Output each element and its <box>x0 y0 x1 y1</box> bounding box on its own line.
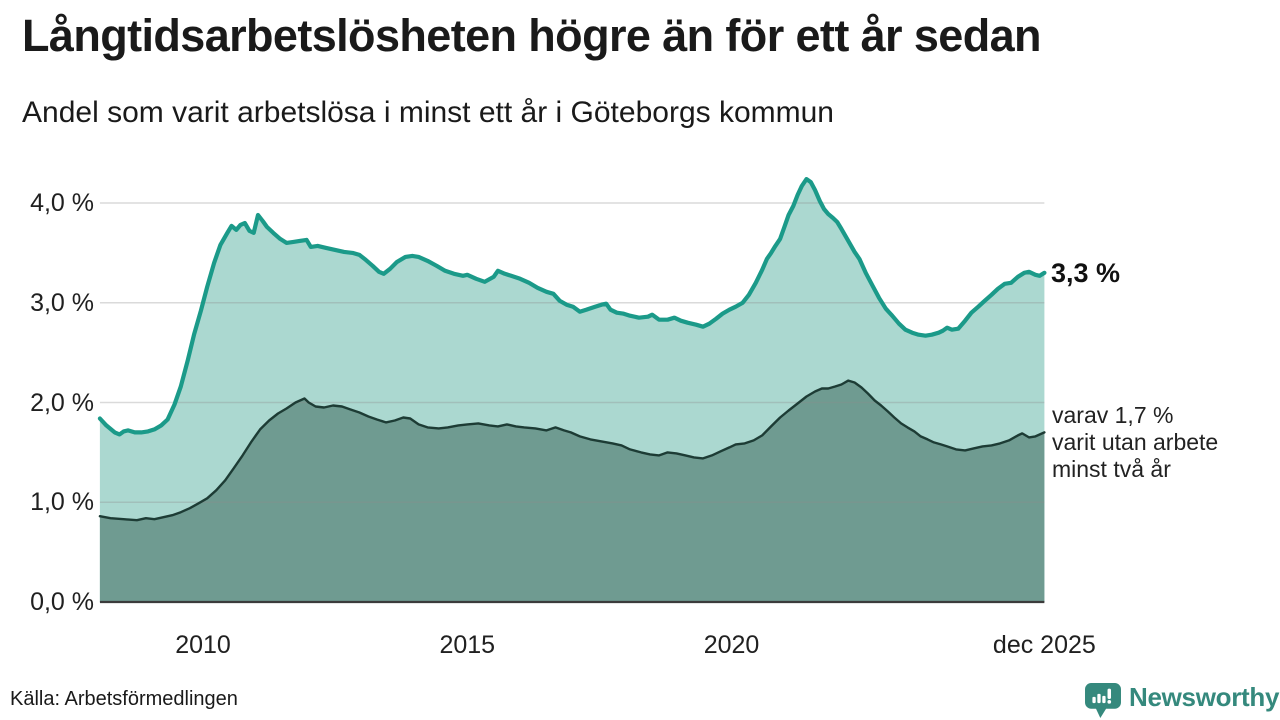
x-tick-dec2025: dec 2025 <box>992 631 1096 659</box>
logo-exclamation-bar <box>1107 688 1112 699</box>
source-credit: Källa: Arbetsförmedlingen <box>10 688 238 710</box>
latest-value-label: 3,3 % <box>1051 258 1121 288</box>
series-min2yr-fill <box>99 380 1045 602</box>
gridlines <box>99 202 1045 503</box>
x-tick-2010: 2010 <box>175 631 231 659</box>
y-tick-3: 3,0 % <box>30 288 94 317</box>
note-line-3: minst två år <box>1052 456 1171 482</box>
secondary-series-note: varav 1,7 % varit utan arbete minst två … <box>1052 402 1218 483</box>
page-subtitle: Andel som varit arbetslösa i minst ett å… <box>22 96 834 129</box>
logo-bar-2 <box>1097 693 1101 704</box>
series-min1yr-line <box>97 177 1047 437</box>
newsworthy-logo-icon <box>1085 683 1121 718</box>
y-tick-4: 4,0 % <box>30 189 94 217</box>
logo-bar-1 <box>1092 696 1096 704</box>
x-tick-2015: 2015 <box>439 631 496 659</box>
note-line-2: varit utan arbete <box>1052 429 1219 455</box>
series-min2yr-line <box>98 379 1046 522</box>
note-line-1: varav 1,7 % <box>1052 402 1174 428</box>
y-tick-1: 1,0 % <box>30 488 94 517</box>
brand-name: Newsworthy <box>1129 682 1280 712</box>
page-title: Långtidsarbetslösheten högre än för ett … <box>22 10 1042 61</box>
logo-exclamation-dot <box>1107 699 1112 704</box>
y-tick-2: 2,0 % <box>30 388 94 417</box>
y-tick-0: 0,0 % <box>30 588 94 616</box>
x-tick-2020: 2020 <box>703 631 760 659</box>
logo-bar-3 <box>1102 695 1106 704</box>
newsworthy-logo: Newsworthy <box>1083 682 1279 719</box>
